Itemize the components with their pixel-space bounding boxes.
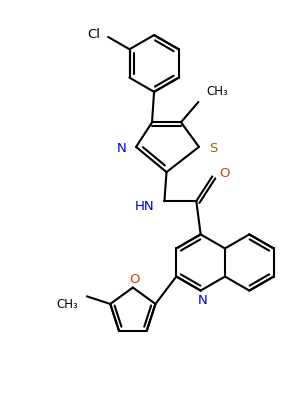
Text: S: S: [209, 142, 218, 156]
Text: CH₃: CH₃: [207, 85, 228, 98]
Text: CH₃: CH₃: [57, 298, 78, 311]
Text: N: N: [117, 142, 126, 156]
Text: O: O: [130, 273, 140, 286]
Text: O: O: [219, 167, 230, 180]
Text: N: N: [198, 295, 208, 307]
Text: HN: HN: [135, 200, 154, 213]
Text: Cl: Cl: [87, 28, 100, 41]
